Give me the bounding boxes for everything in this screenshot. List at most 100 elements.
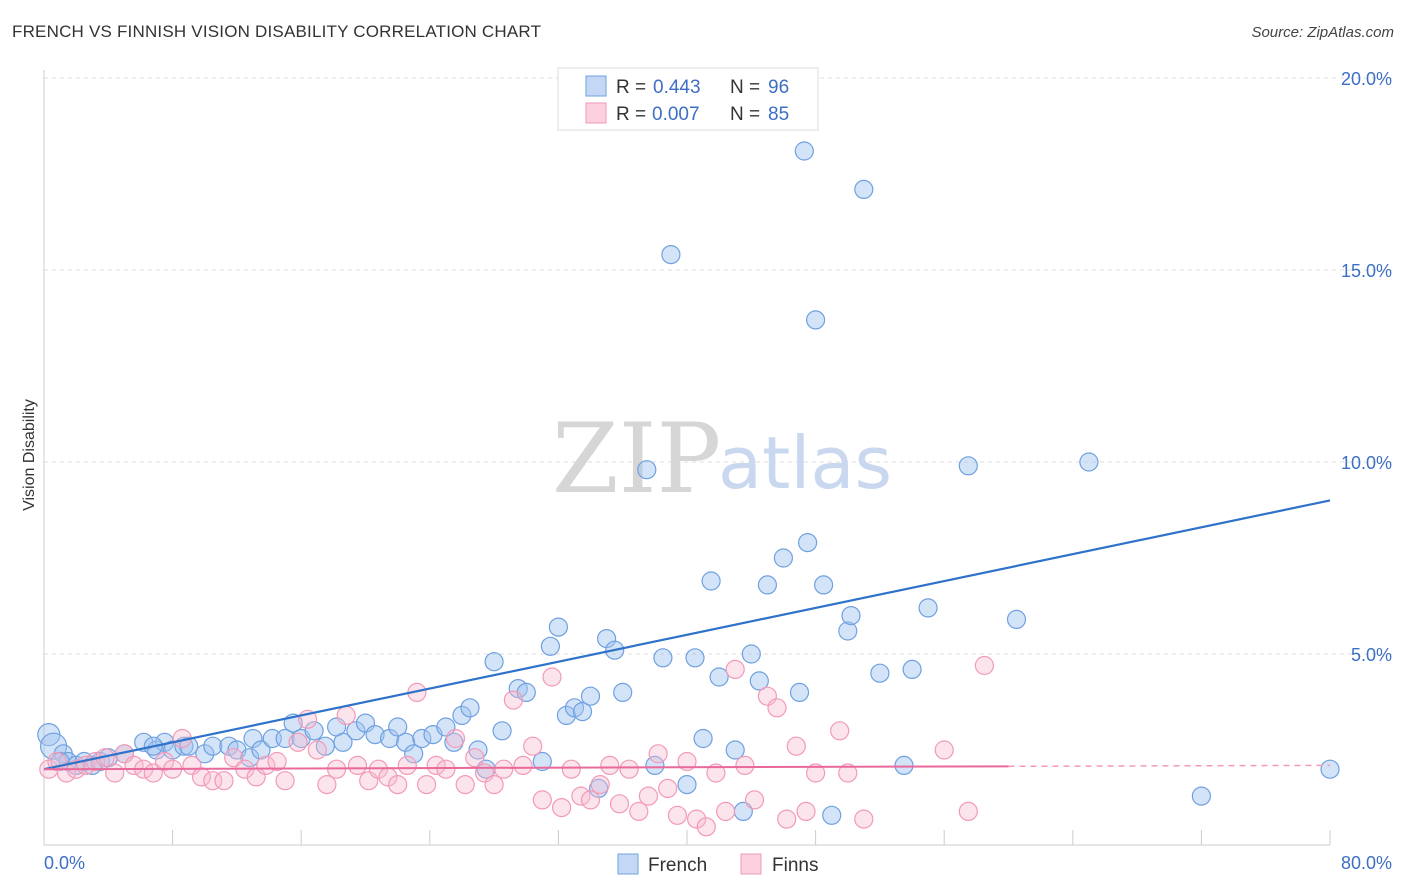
point-french bbox=[741, 644, 761, 664]
point-french bbox=[396, 732, 416, 752]
point-finns bbox=[307, 740, 327, 760]
point-french bbox=[773, 548, 794, 568]
point-finns bbox=[677, 751, 697, 772]
point-french bbox=[548, 617, 569, 637]
point-finns bbox=[934, 740, 954, 760]
point-french bbox=[870, 663, 890, 683]
point-finns bbox=[854, 809, 874, 829]
point-french bbox=[404, 744, 424, 764]
point-french bbox=[484, 652, 504, 672]
point-french bbox=[789, 682, 810, 703]
point-french bbox=[701, 571, 721, 591]
point-finns bbox=[256, 755, 276, 776]
point-french bbox=[251, 740, 271, 760]
legend-bottom-swatch-french bbox=[617, 853, 639, 875]
watermark: ZIP atlas bbox=[552, 403, 892, 515]
point-french bbox=[304, 721, 324, 741]
point-finns bbox=[706, 763, 726, 783]
point-french bbox=[492, 721, 512, 741]
point-french bbox=[452, 705, 472, 726]
point-french bbox=[685, 648, 705, 668]
legend-swatch-finns bbox=[585, 102, 607, 124]
point-french bbox=[532, 751, 552, 772]
legend-r-label-french: R = bbox=[616, 77, 646, 98]
point-finns bbox=[571, 786, 591, 806]
legend-n-label-french: N = bbox=[730, 77, 760, 98]
x-tick-label: 80.0% bbox=[1341, 853, 1392, 873]
point-finns bbox=[347, 755, 368, 776]
chart-title: FRENCH VS FINNISH VISION DISABILITY CORR… bbox=[12, 22, 542, 41]
legend-r-value-french: 0.443 bbox=[653, 77, 701, 98]
trend-lines bbox=[43, 499, 1331, 771]
point-french bbox=[388, 717, 408, 737]
point-french bbox=[195, 744, 215, 764]
point-finns bbox=[648, 744, 668, 764]
point-french bbox=[894, 755, 914, 776]
point-finns bbox=[523, 736, 543, 756]
grid-lines bbox=[44, 77, 1392, 655]
point-french bbox=[902, 659, 922, 680]
legend-bottom: French Finns bbox=[617, 853, 818, 876]
point-finns bbox=[744, 790, 765, 810]
legend-bottom-label-finns: Finns bbox=[772, 855, 818, 876]
point-french bbox=[572, 701, 593, 722]
y-axis-title: Vision Disability bbox=[21, 399, 38, 511]
point-finns bbox=[974, 655, 995, 676]
point-finns bbox=[725, 659, 745, 680]
point-finns bbox=[619, 759, 639, 779]
point-french bbox=[460, 698, 480, 718]
point-finns bbox=[580, 790, 601, 810]
point-french bbox=[645, 755, 665, 776]
point-french bbox=[613, 682, 633, 703]
point-finns bbox=[767, 698, 787, 718]
point-finns bbox=[667, 805, 688, 825]
point-finns bbox=[551, 797, 572, 818]
source-label: Source: ZipAtlas.com bbox=[1251, 24, 1394, 41]
point-finns bbox=[513, 755, 533, 776]
point-french bbox=[179, 736, 199, 756]
point-finns bbox=[609, 794, 630, 814]
point-french bbox=[725, 740, 745, 760]
trend-line-finns bbox=[43, 765, 1009, 771]
point-french bbox=[1320, 759, 1340, 779]
point-french bbox=[203, 736, 223, 756]
point-french bbox=[854, 179, 874, 199]
point-finns bbox=[786, 736, 806, 756]
point-finns bbox=[288, 732, 308, 752]
point-french bbox=[1006, 609, 1027, 630]
point-french bbox=[838, 621, 858, 641]
trend-line-finns-extension bbox=[1008, 764, 1331, 768]
point-french bbox=[693, 728, 713, 749]
tick-labels: 5.0% 10.0% 15.0% 20.0% 0.0% 80.0% bbox=[44, 69, 1392, 873]
point-finns bbox=[105, 763, 125, 783]
point-french bbox=[580, 686, 601, 706]
point-finns bbox=[542, 667, 562, 687]
point-french bbox=[243, 728, 263, 749]
point-finns bbox=[436, 759, 456, 779]
point-finns bbox=[317, 774, 337, 795]
point-finns bbox=[805, 763, 826, 783]
point-finns bbox=[275, 771, 295, 791]
point-finns bbox=[155, 751, 175, 772]
point-finns bbox=[838, 763, 858, 783]
point-finns bbox=[638, 786, 659, 806]
point-french bbox=[797, 532, 818, 553]
watermark-zip: ZIP bbox=[552, 403, 721, 515]
point-finns bbox=[426, 755, 446, 776]
point-finns bbox=[336, 705, 356, 726]
point-french bbox=[918, 598, 938, 618]
point-finns bbox=[494, 759, 514, 779]
point-french bbox=[540, 636, 561, 656]
point-french bbox=[677, 774, 697, 795]
point-finns bbox=[484, 774, 504, 795]
point-french bbox=[822, 805, 842, 825]
point-french bbox=[661, 245, 681, 265]
point-finns bbox=[388, 774, 408, 795]
point-finns bbox=[503, 690, 524, 710]
y-tick-label: 5.0% bbox=[1351, 645, 1392, 665]
point-finns bbox=[224, 748, 244, 768]
legend-bottom-label-french: French bbox=[648, 855, 707, 876]
legend-n-value-finns: 85 bbox=[768, 104, 789, 125]
point-finns bbox=[455, 774, 475, 795]
